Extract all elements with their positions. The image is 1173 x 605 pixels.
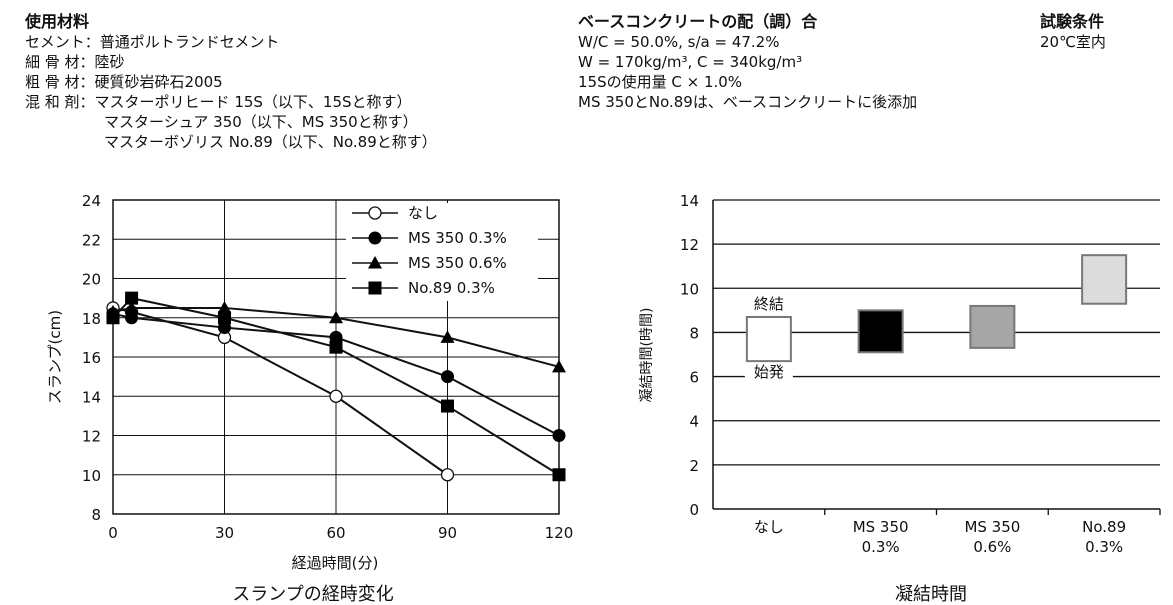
y-tick-label: 14 bbox=[82, 388, 101, 406]
legend-label: なし bbox=[408, 204, 438, 222]
conditions-block: 試験条件 20℃室内 bbox=[1040, 12, 1106, 52]
x-tick-label: 30 bbox=[215, 524, 234, 542]
mix-heading: ベースコンクリートの配（調）合 bbox=[578, 12, 818, 31]
y-tick-label: 22 bbox=[82, 231, 101, 249]
data-point bbox=[124, 300, 139, 314]
material-row: 粗 骨 材：硬質砂岩砕石2005 bbox=[25, 73, 223, 91]
y-tick-label: 10 bbox=[680, 280, 699, 298]
y-tick-label: 0 bbox=[689, 501, 699, 519]
materials-heading: 使用材料 bbox=[25, 12, 90, 31]
mix-line: W/C = 50.0%, s/a = 47.2% bbox=[578, 33, 780, 51]
category-label: MS 350 bbox=[853, 518, 909, 536]
y-tick-label: 6 bbox=[689, 369, 699, 387]
legend-label: No.89 0.3% bbox=[408, 279, 495, 297]
mix-line: MS 350とNo.89は、ベースコンクリートに後添加 bbox=[578, 93, 918, 111]
chart-title: 凝結時間 bbox=[895, 584, 967, 605]
data-point bbox=[440, 330, 455, 343]
conditions-line: 20℃室内 bbox=[1040, 33, 1106, 51]
material-continuation: マスターボゾリス No.89（以下、No.89と称す） bbox=[104, 133, 437, 151]
data-point bbox=[329, 340, 343, 354]
x-tick-label: 90 bbox=[438, 524, 457, 542]
data-point bbox=[106, 311, 120, 325]
y-tick-label: 4 bbox=[689, 413, 699, 431]
x-tick-label: 120 bbox=[545, 524, 574, 542]
y-tick-label: 12 bbox=[680, 236, 699, 254]
initial-set-label: 始発 bbox=[754, 363, 784, 381]
x-tick-label: 60 bbox=[326, 524, 345, 542]
conditions-heading: 試験条件 bbox=[1040, 12, 1105, 31]
y-tick-label: 2 bbox=[689, 457, 699, 475]
y-tick-label: 24 bbox=[82, 192, 101, 210]
y-tick-label: 12 bbox=[82, 428, 101, 446]
data-point bbox=[329, 310, 343, 324]
y-tick-label: 10 bbox=[82, 467, 101, 485]
mix-block: ベースコンクリートの配（調）合 W/C = 50.0%, s/a = 47.2%… bbox=[578, 12, 917, 112]
y-tick-label: 14 bbox=[680, 192, 699, 210]
x-axis-label: 経過時間(分) bbox=[292, 554, 379, 572]
y-tick-label: 20 bbox=[82, 271, 101, 289]
data-point bbox=[440, 468, 455, 482]
materials-block: 使用材料 セメント：普通ポルトランドセメント 細 骨 材：陸砂 粗 骨 材：硬質… bbox=[25, 12, 437, 152]
set-range-bar bbox=[745, 315, 792, 363]
data-point bbox=[441, 399, 454, 413]
y-tick-label: 8 bbox=[689, 324, 699, 342]
material-row: 細 骨 材：陸砂 bbox=[25, 53, 125, 71]
initial-set-label-bg bbox=[744, 363, 793, 382]
category-label: No.89 bbox=[1082, 518, 1126, 536]
chart-title: スランプの経時変化 bbox=[232, 584, 393, 605]
data-point bbox=[329, 389, 343, 403]
final-set-label: 終結 bbox=[754, 295, 784, 313]
data-point bbox=[552, 468, 566, 482]
data-point bbox=[552, 429, 566, 442]
data-point bbox=[329, 330, 343, 344]
legend-label: MS 350 0.3% bbox=[408, 229, 507, 247]
x-tick-label: 0 bbox=[108, 524, 118, 542]
set-range-bar bbox=[857, 309, 904, 354]
category-label: 0.3% bbox=[1085, 538, 1123, 556]
data-point bbox=[218, 321, 231, 335]
set-range-bar bbox=[969, 304, 1016, 349]
category-label: MS 350 bbox=[964, 518, 1020, 536]
data-point bbox=[218, 311, 231, 325]
plot-frame bbox=[112, 199, 560, 515]
legend-marker bbox=[368, 256, 382, 269]
legend-marker bbox=[368, 231, 382, 245]
material-row: 混 和 剤：マスターポリヒード 15S（以下、15Sと称す） bbox=[25, 93, 412, 111]
y-axis-label: スランプ(cm) bbox=[46, 310, 64, 404]
category-label: 0.6% bbox=[973, 538, 1011, 556]
y-tick-label: 16 bbox=[82, 349, 101, 367]
data-point bbox=[125, 311, 139, 325]
mix-line: W = 170kg/m³, C = 340kg/m³ bbox=[578, 53, 803, 71]
legend-marker bbox=[368, 281, 382, 295]
category-label: 0.3% bbox=[862, 538, 900, 556]
data-point bbox=[217, 300, 232, 314]
legend-marker bbox=[368, 206, 382, 220]
y-tick-label: 8 bbox=[91, 506, 101, 524]
mix-line: 15Sの使用量 C × 1.0% bbox=[578, 73, 743, 91]
set-range-bar bbox=[1081, 254, 1128, 305]
legend-label: MS 350 0.6% bbox=[408, 254, 507, 272]
category-label: なし bbox=[754, 518, 784, 536]
material-continuation: マスターシュア 350（以下、MS 350と称す） bbox=[104, 113, 418, 131]
data-point bbox=[441, 370, 454, 384]
y-axis-label: 凝結時間(時間) bbox=[639, 308, 655, 403]
material-row: セメント：普通ポルトランドセメント bbox=[25, 33, 280, 51]
y-tick-label: 18 bbox=[82, 310, 101, 328]
data-point bbox=[552, 359, 566, 373]
data-point bbox=[125, 291, 139, 305]
